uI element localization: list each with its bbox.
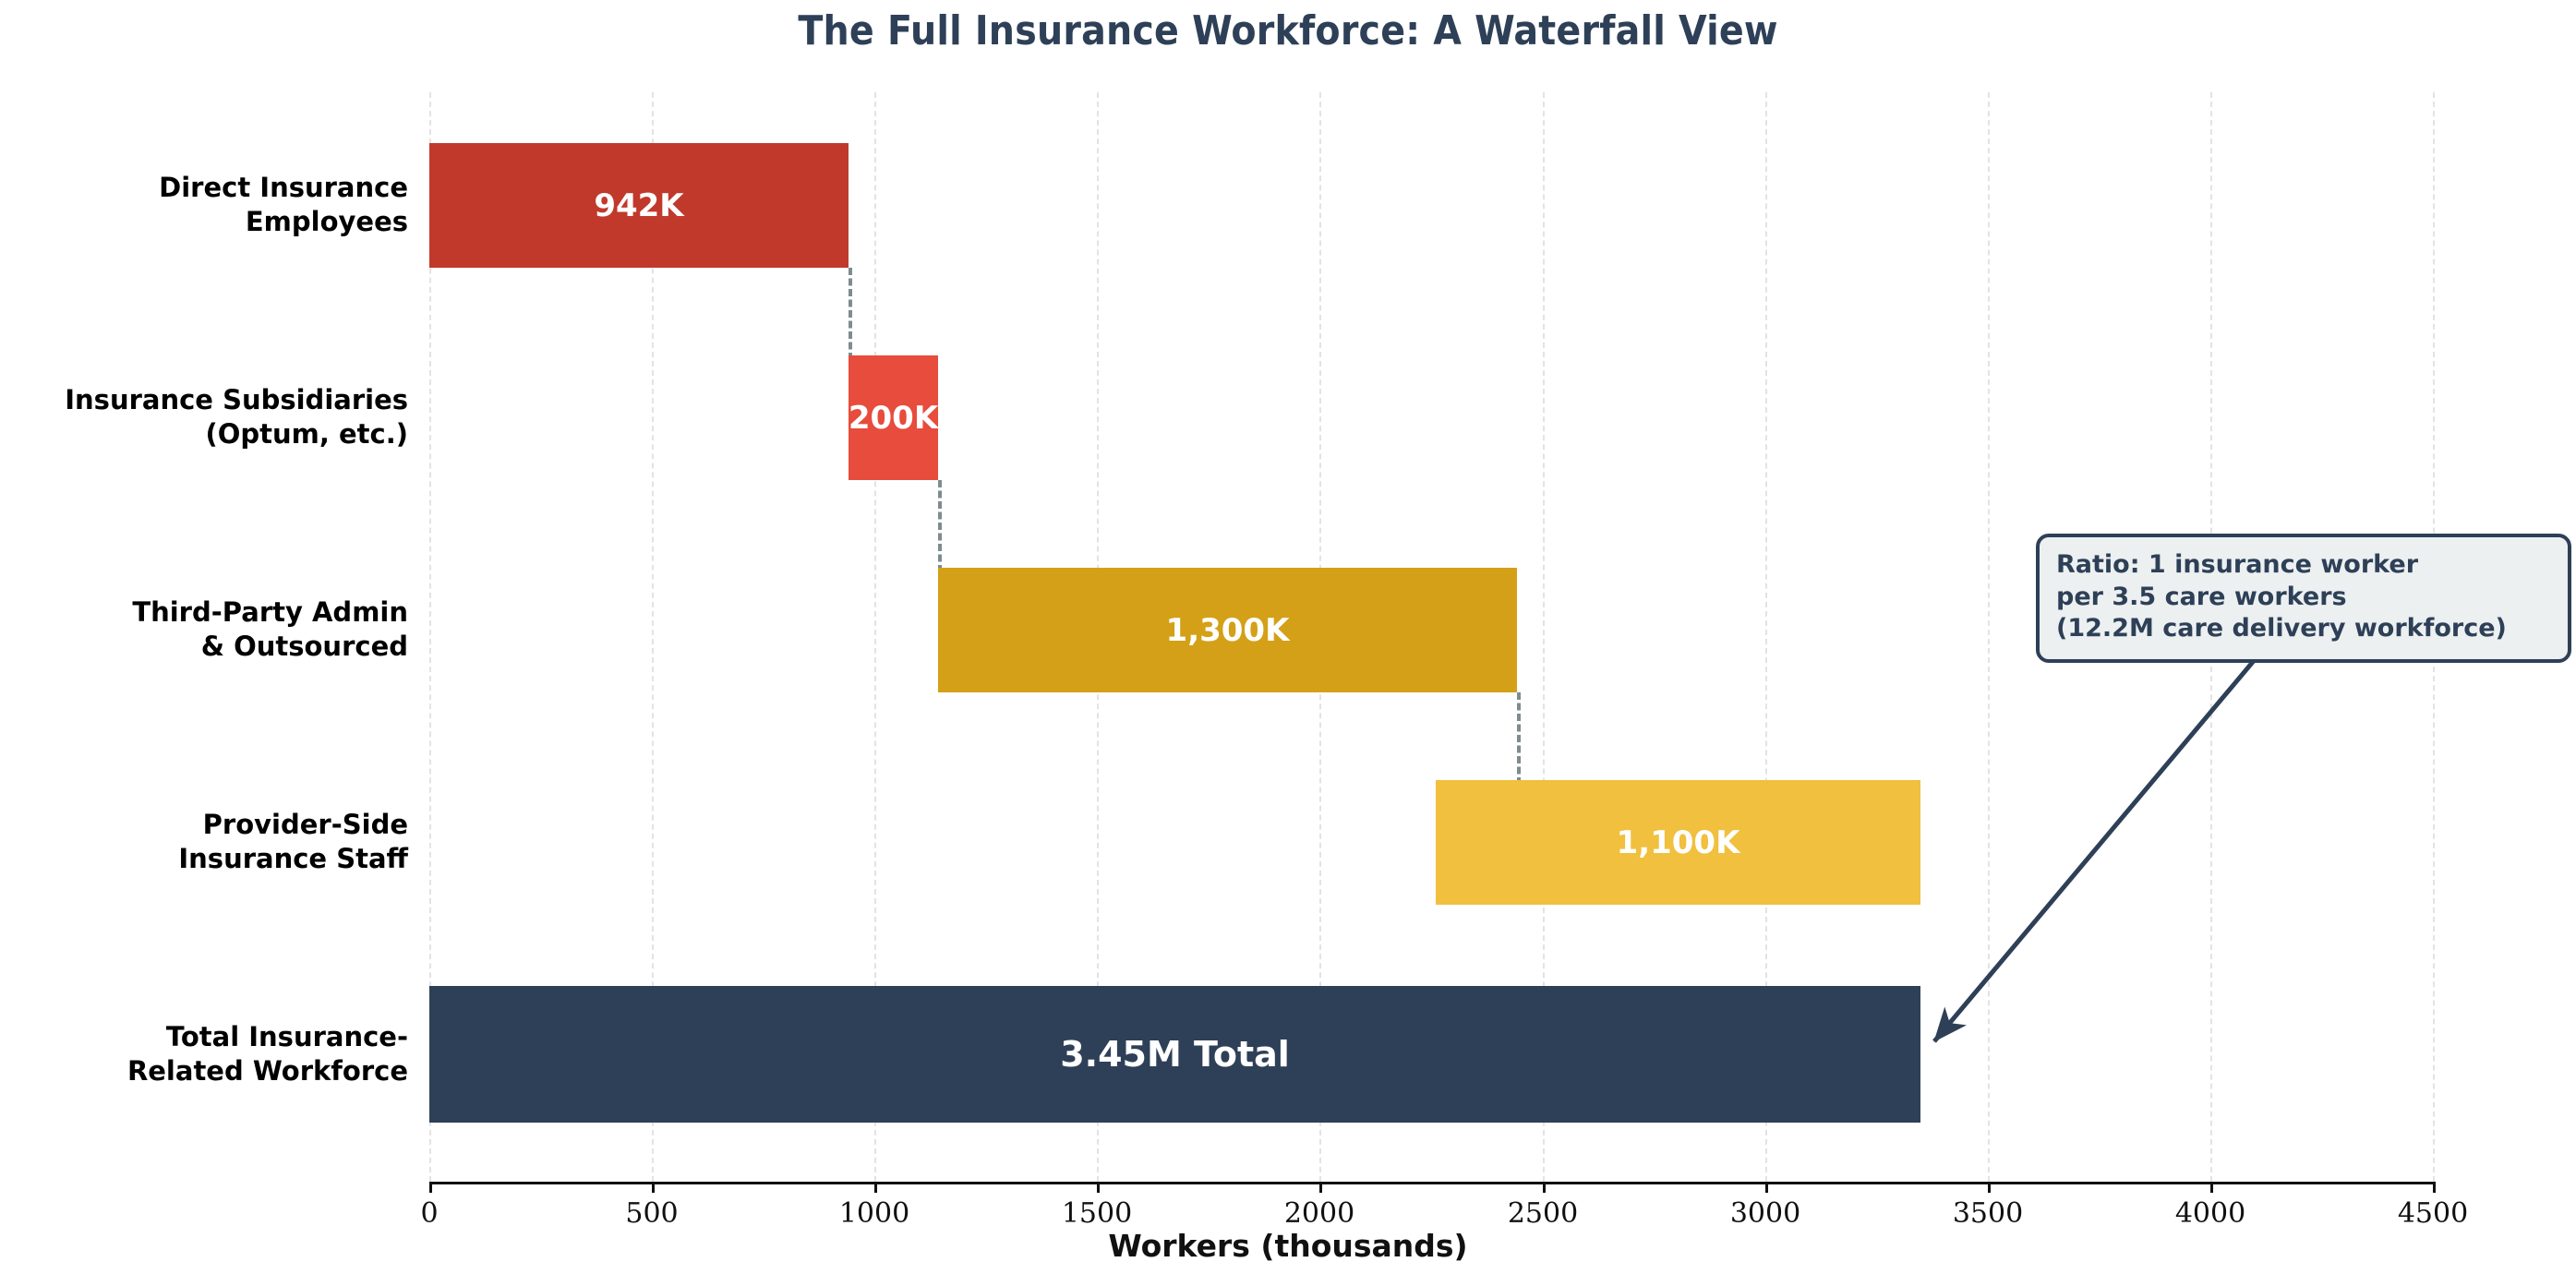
x-tick-1500 <box>1097 1182 1100 1193</box>
gridline-0 <box>429 92 431 1182</box>
x-tick-label-1000: 1000 <box>838 1197 910 1230</box>
x-tick-4500 <box>2433 1182 2436 1193</box>
x-tick-4000 <box>2210 1182 2213 1193</box>
bar-third-party-admin[interactable]: 1,300K <box>938 568 1517 692</box>
gridline-2500 <box>1543 92 1545 1182</box>
category-label-third-party-admin: Third-Party Admin & Outsourced <box>132 595 408 662</box>
x-tick-1000 <box>874 1182 877 1193</box>
x-tick-label-0: 0 <box>420 1197 439 1230</box>
bar-label-insurance-subsidiaries: 200K <box>849 399 938 437</box>
x-tick-label-3500: 3500 <box>1952 1197 2024 1230</box>
x-tick-0 <box>429 1182 432 1193</box>
x-axis-title: Workers (thousands) <box>1108 1228 1468 1264</box>
waterfall-connector-1 <box>849 268 852 381</box>
x-tick-label-3000: 3000 <box>1729 1197 1801 1230</box>
bar-label-provider-side-insurance-staff: 1,100K <box>1616 823 1740 861</box>
waterfall-connector-3 <box>1517 692 1521 785</box>
bar-direct-insurance-employees[interactable]: 942K <box>429 143 849 268</box>
x-tick-label-4500: 4500 <box>2397 1197 2469 1230</box>
x-axis-line <box>429 1182 2433 1184</box>
annotation-box: Ratio: 1 insurance worker per 3.5 care w… <box>2036 534 2571 663</box>
bar-total-insurance-related-workforce[interactable]: 3.45M Total <box>429 986 1920 1123</box>
x-tick-3500 <box>1988 1182 1991 1193</box>
x-tick-3000 <box>1765 1182 1768 1193</box>
x-tick-label-2000: 2000 <box>1283 1197 1355 1230</box>
category-label-insurance-subsidiaries: Insurance Subsidiaries (Optum, etc.) <box>65 383 408 450</box>
x-tick-label-2500: 2500 <box>1507 1197 1579 1230</box>
gridline-500 <box>652 92 654 1182</box>
x-tick-label-500: 500 <box>625 1197 679 1230</box>
x-tick-2500 <box>1543 1182 1546 1193</box>
bar-provider-side-insurance-staff[interactable]: 1,100K <box>1436 780 1920 905</box>
category-label-provider-side-insurance-staff: Provider-Side Insurance Staff <box>178 808 408 874</box>
bar-label-direct-insurance-employees: 942K <box>594 186 684 224</box>
gridline-3000 <box>1765 92 1767 1182</box>
gridline-1000 <box>874 92 876 1182</box>
chart-title: The Full Insurance Workforce: A Waterfal… <box>798 7 1778 54</box>
x-tick-label-1500: 1500 <box>1061 1197 1133 1230</box>
gridline-3500 <box>1988 92 1990 1182</box>
category-label-direct-insurance-employees: Direct Insurance Employees <box>159 171 408 237</box>
bar-label-third-party-admin: 1,300K <box>1165 611 1290 649</box>
x-tick-label-4000: 4000 <box>2174 1197 2246 1230</box>
x-tick-500 <box>652 1182 655 1193</box>
waterfall-connector-2 <box>938 480 942 572</box>
bar-insurance-subsidiaries[interactable]: 200K <box>849 355 938 480</box>
x-tick-2000 <box>1319 1182 1322 1193</box>
bar-label-total-insurance-related-workforce: 3.45M Total <box>1060 1034 1290 1075</box>
category-label-total-insurance-workforce: Total Insurance- Related Workforce <box>126 1020 408 1087</box>
